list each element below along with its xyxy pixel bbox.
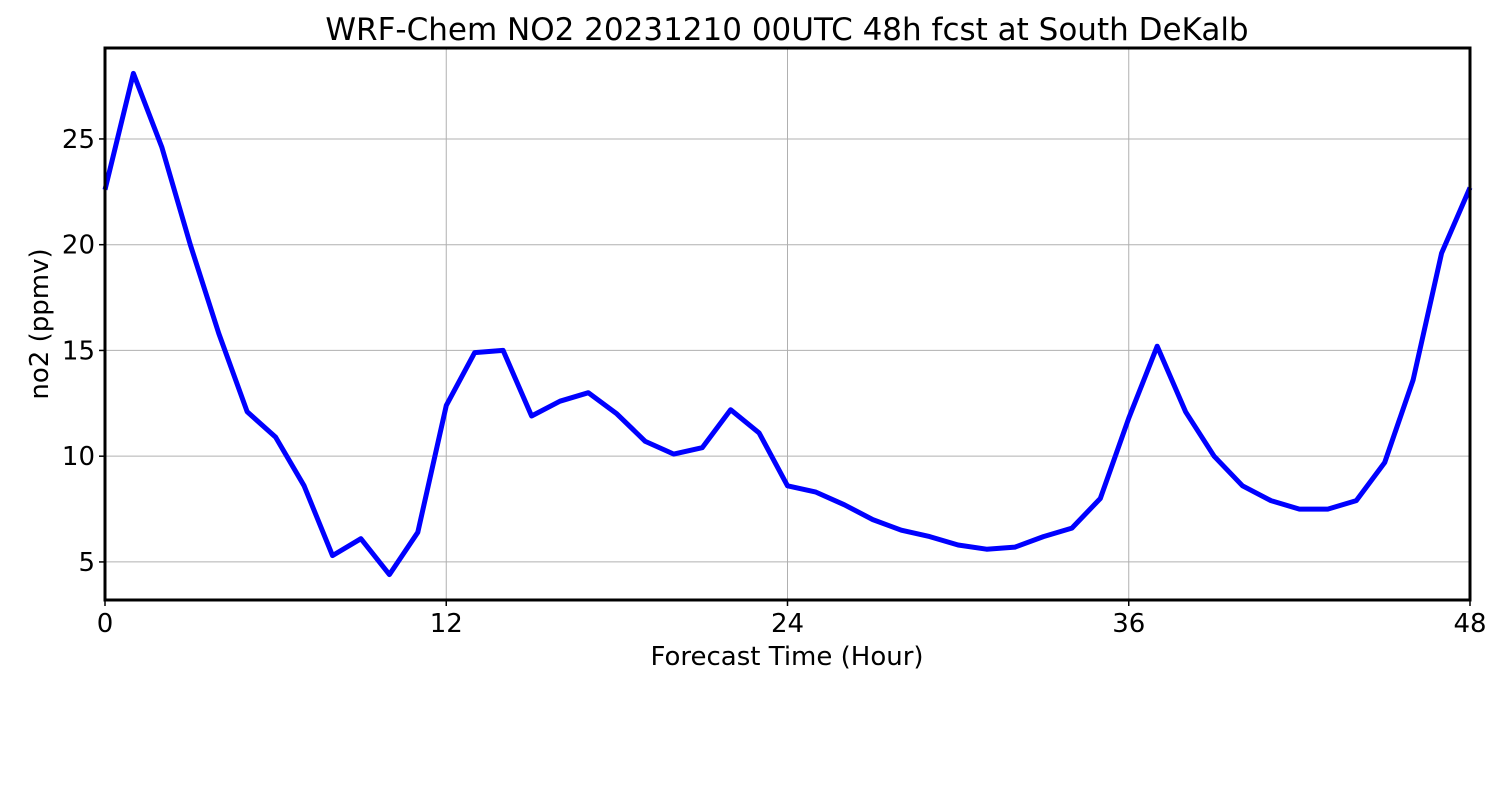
x-tick-label: 48 <box>1453 609 1486 639</box>
y-tick-label: 20 <box>62 231 95 261</box>
y-tick-label: 15 <box>62 336 95 366</box>
y-tick-label: 5 <box>78 548 95 578</box>
chart-title: WRF-Chem NO2 20231210 00UTC 48h fcst at … <box>325 12 1248 48</box>
y-tick-label: 10 <box>62 442 95 472</box>
axis-ticks: 0 12 24 36 48 5 10 15 20 25 <box>62 125 1487 639</box>
x-axis-label: Forecast Time (Hour) <box>650 642 923 672</box>
x-tick-label: 12 <box>430 609 463 639</box>
x-tick-label: 36 <box>1112 609 1145 639</box>
x-tick-label: 24 <box>771 609 804 639</box>
x-tick-label: 0 <box>97 609 114 639</box>
y-tick-label: 25 <box>62 125 95 155</box>
y-axis-label: no2 (ppmv) <box>25 248 55 399</box>
grid-lines <box>104 48 1471 600</box>
